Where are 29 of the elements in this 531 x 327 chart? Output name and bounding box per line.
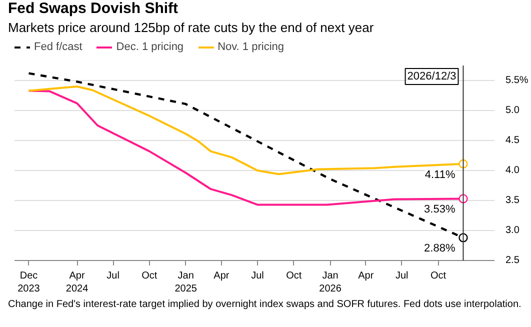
- x-tick-label: Oct: [430, 270, 446, 282]
- x-tick-label: Dec 2023: [18, 270, 40, 295]
- x-tick-label: Jul: [396, 270, 408, 282]
- y-tick-label: 4.5: [506, 135, 520, 146]
- x-tick-label: Apr 2024: [66, 270, 89, 295]
- y-tick-label: 4.0: [506, 165, 520, 176]
- y-tick-label: 5.0: [506, 105, 520, 116]
- ref-line-label: 2026/12/3: [407, 70, 456, 82]
- legend-label: Fed f/cast: [34, 41, 82, 53]
- chart-title: Fed Swaps Dovish Shift: [8, 0, 178, 18]
- y-tick-label: 5.5%: [506, 75, 528, 86]
- chart-subtitle: Markets price around 125bp of rate cuts by the end of next year: [8, 20, 374, 36]
- data-label: 4.11%: [424, 168, 456, 181]
- y-tick-label: 2.5: [506, 255, 520, 266]
- x-tick-label: Apr: [358, 270, 374, 282]
- x-tick-label: Jul: [251, 270, 264, 282]
- y-tick-label: 3.0: [506, 225, 520, 236]
- x-tick-label: Oct: [142, 270, 158, 282]
- x-tick-label: Apr: [214, 270, 230, 282]
- data-label: 2.88%: [424, 242, 456, 255]
- data-label: 3.53%: [424, 204, 456, 216]
- x-tick-label: Jul: [106, 270, 120, 282]
- y-tick-label: 3.5: [506, 195, 520, 206]
- x-tick-label: Jan 2025: [174, 270, 198, 295]
- x-tick-label: Jan 2026: [319, 270, 342, 295]
- legend-label: Dec. 1 pricing: [116, 41, 184, 53]
- x-tick-label: Oct: [286, 270, 302, 282]
- text: Change in Fed's interest-rate target implied by overnight index swaps and SOFR futures. Fed dots use interpolation.: [8, 299, 522, 310]
- legend-label: Nov. 1 pricing: [218, 41, 284, 53]
